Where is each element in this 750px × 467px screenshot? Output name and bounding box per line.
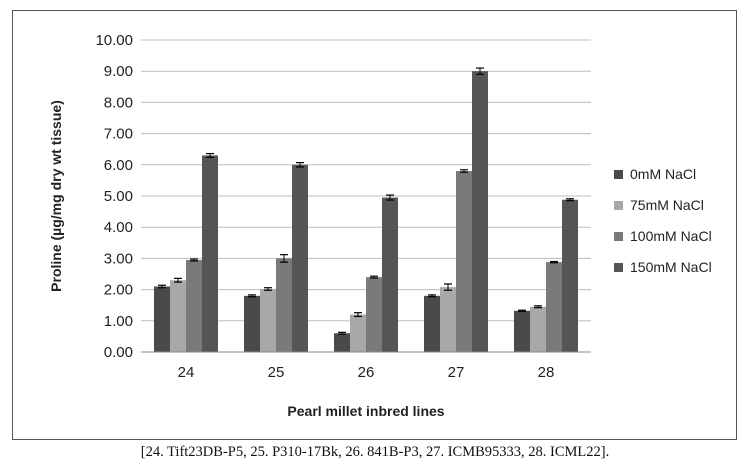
y-tick-label: 9.00 — [104, 63, 133, 80]
y-axis-title: Proline (µg/mg dry wt tissue) — [48, 100, 64, 292]
bar — [472, 71, 488, 352]
bar-chart: 0.00 1.00 2.00 3.00 4.00 5.00 6.00 7.00 8.00 9.00… — [48, 32, 712, 419]
legend-swatch — [614, 201, 623, 210]
bar — [546, 262, 562, 352]
error-bars — [158, 67, 574, 335]
x-axis-ticks: 24 25 26 27 28 — [178, 364, 555, 381]
bar — [456, 171, 472, 352]
y-tick-label: 8.00 — [104, 94, 133, 111]
y-tick-label: 3.00 — [104, 250, 133, 267]
bar — [424, 295, 440, 352]
bar — [350, 314, 366, 352]
y-axis-ticks: 0.00 1.00 2.00 3.00 4.00 5.00 6.00 7.00 8.00 9.00… — [95, 32, 133, 361]
bar — [334, 333, 350, 352]
x-tick-label: 25 — [268, 364, 285, 381]
bar — [260, 288, 276, 352]
bar — [382, 197, 398, 352]
bars — [154, 71, 578, 352]
bar — [366, 277, 382, 352]
bar — [530, 306, 546, 352]
legend: 0mM NaCl 75mM NaCl 100mM NaCl 150mM NaCl — [614, 166, 712, 275]
bar — [244, 295, 260, 352]
x-tick-label: 24 — [178, 364, 195, 381]
legend-label: 75mM NaCl — [630, 197, 704, 213]
legend-swatch — [614, 263, 623, 272]
legend-label: 100mM NaCl — [630, 228, 712, 244]
bar — [440, 287, 456, 352]
x-tick-label: 28 — [538, 364, 555, 381]
bar — [186, 259, 202, 352]
chart-frame: 0.00 1.00 2.00 3.00 4.00 5.00 6.00 7.00 8.00 9.00… — [12, 10, 737, 440]
bar — [292, 164, 308, 352]
legend-label: 150mM NaCl — [630, 259, 712, 275]
y-tick-label: 2.00 — [104, 282, 133, 299]
y-tick-label: 5.00 — [104, 188, 133, 205]
bar — [562, 199, 578, 352]
x-tick-label: 26 — [358, 364, 375, 381]
y-tick-label: 7.00 — [104, 126, 133, 143]
y-tick-label: 4.00 — [104, 219, 133, 236]
bar — [202, 155, 218, 352]
y-tick-label: 1.00 — [104, 313, 133, 330]
y-tick-label: 0.00 — [104, 344, 133, 361]
legend-label: 0mM NaCl — [630, 166, 696, 182]
x-tick-label: 27 — [448, 364, 465, 381]
bar — [170, 280, 186, 352]
legend-swatch — [614, 232, 623, 241]
bar — [514, 310, 530, 352]
bar — [276, 258, 292, 352]
y-tick-label: 6.00 — [104, 157, 133, 174]
legend-swatch — [614, 170, 623, 179]
figure-caption: [24. Tift23DB-P5, 25. P310-17Bk, 26. 841… — [140, 444, 610, 460]
bar — [154, 286, 170, 352]
x-axis-title: Pearl millet inbred lines — [287, 403, 444, 419]
y-tick-label: 10.00 — [95, 32, 133, 49]
